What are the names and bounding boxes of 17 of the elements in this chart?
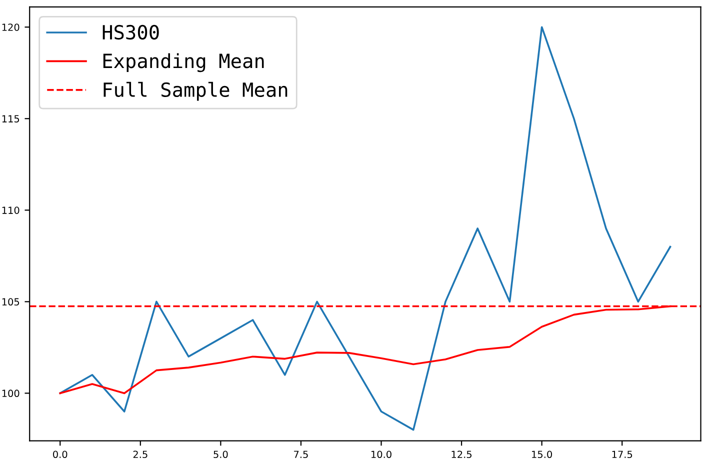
- y-tick-label: 100: [2, 390, 20, 398]
- x-tick-label: 10.0: [371, 450, 392, 458]
- x-tick-label: 17.5: [612, 450, 632, 458]
- x-tick-label: 12.5: [452, 450, 472, 458]
- x-tick-label: 5.0: [214, 450, 228, 458]
- legend-label: HS300: [102, 24, 159, 40]
- y-tick-label: 115: [2, 115, 20, 122]
- x-tick-label: 0.0: [53, 450, 68, 458]
- x-tick-label: 15.0: [532, 450, 552, 458]
- y-tick-label: 110: [2, 206, 20, 214]
- legend-label: Full Sample Mean: [104, 82, 288, 101]
- y-tick-label: 120: [2, 24, 20, 31]
- y-tick-label: 105: [2, 298, 20, 306]
- x-tick-label: 7.5: [294, 450, 308, 458]
- x-tick-label: 2.5: [133, 450, 148, 458]
- line-series: [59, 26, 672, 431]
- legend-label: Expanding Mean: [103, 53, 264, 72]
